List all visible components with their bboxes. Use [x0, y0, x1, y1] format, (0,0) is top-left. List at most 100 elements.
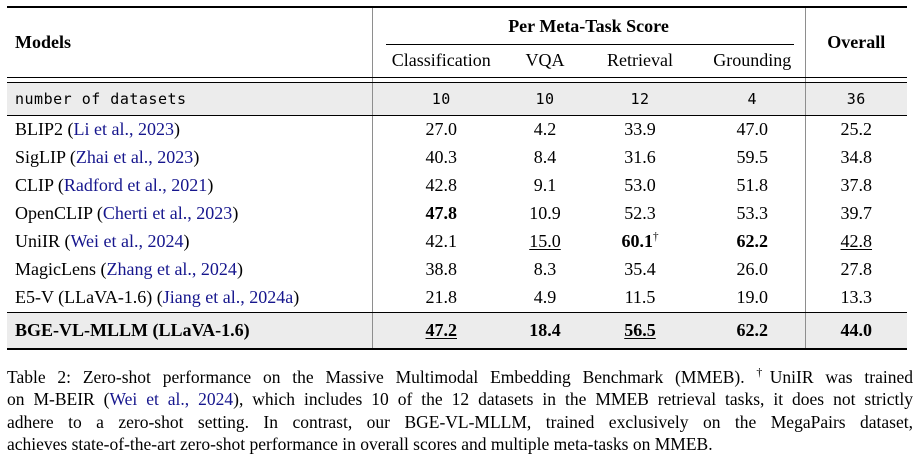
score-cell: 62.2 — [736, 231, 769, 251]
score-cell: 8.3 — [533, 259, 557, 279]
table-row: SigLIP (Zhai et al., 2023) 40.3 8.4 31.6 59.… — [7, 143, 908, 172]
model-name-cell: BLIP2 (Li et al., 2023) — [7, 115, 372, 144]
score-cell: 31.6 — [624, 147, 656, 167]
table-header: Models Per Meta-Task Score Overall Class… — [7, 7, 908, 83]
score-cell: 59.5 — [736, 147, 769, 167]
results-table: Models Per Meta-Task Score Overall Class… — [7, 6, 908, 350]
model-name-suffix: ) — [293, 287, 300, 307]
score-cell: 53.0 — [624, 175, 656, 195]
score-cell: 19.0 — [700, 283, 806, 313]
score-cell: 4 — [700, 82, 806, 116]
score-cell: 13.3 — [804, 283, 908, 313]
model-name: OpenCLIP ( — [15, 203, 103, 223]
col-header-classification: Classification — [371, 45, 510, 78]
model-name-suffix: ) — [193, 147, 200, 167]
table-row: MagicLens (Zhang et al., 2024) 38.8 8.3 35.… — [7, 255, 908, 284]
col-group-per-meta-task: Per Meta-Task Score — [371, 7, 806, 45]
score-cell: 53.3 — [736, 203, 769, 223]
caption-text: Table 2: Zero-shot performance on the Ma… — [7, 366, 757, 387]
citation-link[interactable]: Zhang et al., 2024 — [106, 259, 237, 279]
model-name: SigLIP ( — [15, 147, 76, 167]
score-cell: 18.4 — [510, 312, 580, 350]
caption-line: achieves state-of-the-art zero-shot perf… — [7, 433, 913, 456]
score-cell: 27.8 — [804, 255, 908, 284]
model-name-cell: BGE-VL-MLLM (LLaVA-1.6) — [7, 312, 372, 350]
table-row: E5-V (LLaVA-1.6) (Jiang et al., 2024a) 21… — [7, 283, 908, 313]
citation-link[interactable]: Wei et al., 2024 — [70, 231, 184, 251]
caption-text: UniIR was trained — [769, 366, 913, 387]
model-name-suffix: ) — [236, 259, 243, 279]
score-cell: 47.0 — [736, 119, 769, 139]
citation-link[interactable]: Zhai et al., 2023 — [75, 147, 194, 167]
model-name-cell: CLIP (Radford et al., 2021) — [7, 172, 372, 200]
score-cell: 38.8 — [371, 255, 510, 284]
citation-link[interactable]: Jiang et al., 2024a — [162, 287, 294, 307]
caption-text: on M-BEIR ( — [7, 389, 110, 409]
dagger-marker: † — [756, 364, 770, 379]
score-cell: 37.8 — [804, 171, 908, 200]
citation-link[interactable]: Wei et al., 2024 — [109, 389, 234, 409]
score-cell: 39.7 — [804, 199, 908, 228]
score-cell: 51.8 — [736, 175, 769, 195]
score-cell: 4.2 — [533, 119, 557, 139]
model-name: BLIP2 ( — [15, 119, 74, 139]
col-header-grounding: Grounding — [700, 45, 806, 78]
cmid-rule — [385, 44, 794, 45]
caption-text: achieves state-of-the-art zero-shot perf… — [7, 434, 713, 454]
col-header-models: Models — [7, 7, 372, 78]
score-cell: 42.8 — [804, 227, 908, 256]
score-cell: 35.4 — [624, 259, 656, 279]
model-name-cell: SigLIP (Zhai et al., 2023) — [7, 144, 372, 172]
score-cell: 62.2 — [700, 312, 806, 350]
score-cell: 44.0 — [804, 312, 908, 350]
group-label: Per Meta-Task Score — [508, 16, 669, 36]
table-caption: Table 2: Zero-shot performance on the Ma… — [7, 366, 913, 456]
col-header-vqa: VQA — [510, 45, 580, 78]
model-name-cell: E5-V (LLaVA-1.6) (Jiang et al., 2024a) — [7, 283, 372, 313]
header-row-subcolumns: Classification VQA Retrieval Grounding — [7, 45, 907, 78]
model-name: E5-V (LLaVA-1.6) ( — [15, 287, 163, 307]
score-cell: 60.1† — [621, 231, 659, 251]
score-cell: 47.2 — [371, 312, 510, 350]
score-cell: 10.9 — [529, 203, 561, 223]
model-name-suffix: ) — [232, 203, 239, 223]
datasets-row-label: number of datasets — [7, 82, 372, 116]
datasets-count-row: number of datasets 10 10 12 4 36 — [7, 82, 908, 116]
model-name-suffix: ) — [207, 175, 214, 195]
score-cell: 4.9 — [510, 283, 580, 313]
table-row: OpenCLIP (Cherti et al., 2023) 47.8 10.9 52… — [7, 199, 908, 228]
table-body: number of datasets 10 10 12 4 36 BLIP2 (Li et … — [7, 82, 908, 350]
dagger-marker: † — [652, 231, 659, 243]
double-rule-gap — [7, 77, 908, 83]
citation-link[interactable]: Cherti et al., 2023 — [102, 203, 233, 223]
score-cell: 25.2 — [804, 115, 908, 144]
table-row: CLIP (Radford et al., 2021) 42.8 9.1 53.0 51… — [7, 171, 908, 200]
score-cell: 21.8 — [371, 283, 510, 313]
citation-link[interactable]: Radford et al., 2021 — [63, 175, 208, 195]
model-name-cell: UniIR (Wei et al., 2024) — [7, 228, 372, 256]
score-cell: 10 — [510, 82, 580, 116]
highlight-row-bge-vl-mllm: BGE-VL-MLLM (LLaVA-1.6) 47.2 18.4 56.5 62.2 4… — [7, 312, 908, 350]
caption-text: ), which includes 10 of the 12 datasets … — [233, 389, 913, 409]
col-header-overall: Overall — [804, 7, 908, 78]
score-cell: 8.4 — [533, 147, 557, 167]
score-cell: 12 — [580, 82, 700, 116]
table-row: UniIR (Wei et al., 2024) 42.1 15.0 60.1† 62.… — [7, 227, 908, 256]
score-cell: 36 — [804, 82, 908, 116]
header-row-group: Models Per Meta-Task Score Overall — [7, 7, 908, 78]
caption-text: adhere to a zero-shot setting. In contra… — [7, 411, 913, 432]
model-name-cell: MagicLens (Zhang et al., 2024) — [7, 256, 372, 284]
citation-link[interactable]: Li et al., 2023 — [73, 119, 174, 139]
score-cell: 56.5 — [580, 312, 700, 350]
caption-line: adhere to a zero-shot setting. In contra… — [7, 411, 913, 434]
model-name: MagicLens ( — [15, 259, 107, 279]
score-cell: 9.1 — [533, 175, 557, 195]
score-cell: 11.5 — [580, 283, 700, 313]
model-name: UniIR ( — [15, 231, 71, 251]
score-cell: 26.0 — [736, 259, 769, 279]
score-cell: 33.9 — [624, 119, 656, 139]
model-name-suffix: ) — [183, 231, 190, 251]
score-cell: 10 — [371, 82, 510, 116]
model-name-suffix: ) — [173, 119, 180, 139]
score-cell: 40.3 — [371, 143, 510, 172]
